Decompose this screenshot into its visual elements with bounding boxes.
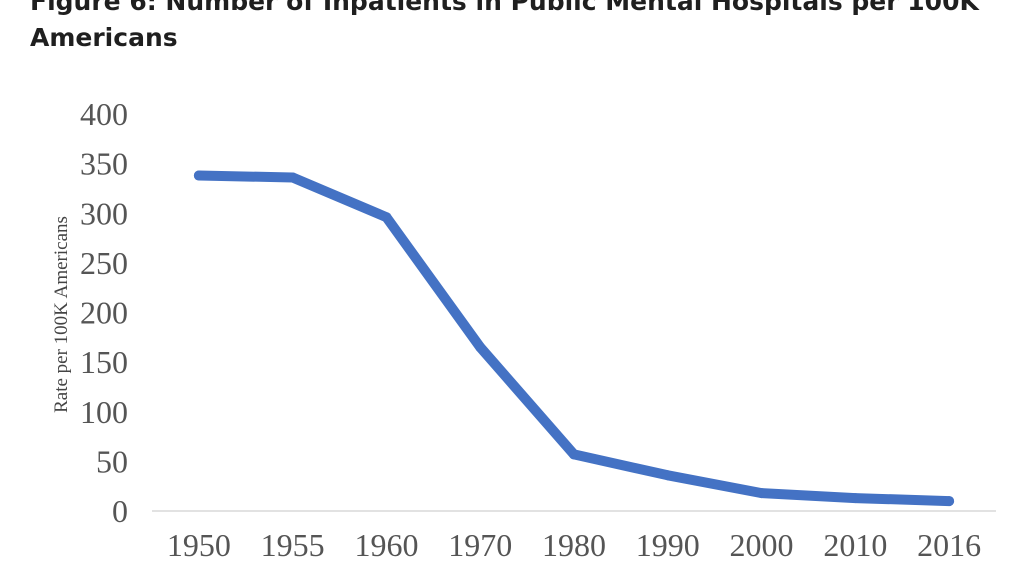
x-tick-label: 2010 (823, 527, 887, 563)
data-point (475, 342, 486, 353)
series-group (193, 170, 955, 507)
y-tick-label: 150 (80, 344, 128, 380)
y-axis-ticks: 0 50 100 150 200 250 300 350 400 (80, 96, 128, 529)
x-axis-ticks: 1950 1955 1960 1970 1980 1990 2000 2010 2016 (167, 527, 981, 563)
chart-title: Figure 6: Number of Inpatients in Public… (30, 0, 979, 52)
x-tick-label: 2000 (730, 527, 794, 563)
y-tick-label: 0 (112, 493, 128, 529)
y-tick-label: 350 (80, 146, 128, 182)
x-tick-label: 1970 (448, 527, 512, 563)
y-tick-label: 250 (80, 245, 128, 281)
y-tick-label: 50 (96, 443, 128, 479)
x-tick-label: 1950 (167, 527, 231, 563)
data-point (569, 449, 579, 460)
data-point (850, 493, 861, 504)
y-tick-label: 300 (80, 195, 128, 231)
y-axis-label: Rate per 100K Americans (51, 216, 72, 413)
x-tick-label: 1990 (636, 527, 700, 563)
y-tick-label: 400 (80, 96, 128, 132)
data-point (381, 212, 392, 223)
y-tick-label: 100 (80, 394, 128, 430)
x-tick-label: 1960 (354, 527, 418, 563)
x-tick-label: 1955 (261, 527, 325, 563)
data-point (287, 172, 298, 183)
data-point (193, 170, 204, 181)
data-point (944, 496, 955, 507)
y-tick-label: 200 (80, 295, 128, 331)
x-tick-label: 2016 (917, 527, 981, 563)
data-point (662, 470, 673, 481)
data-point (756, 488, 767, 499)
x-tick-label: 1980 (542, 527, 606, 563)
